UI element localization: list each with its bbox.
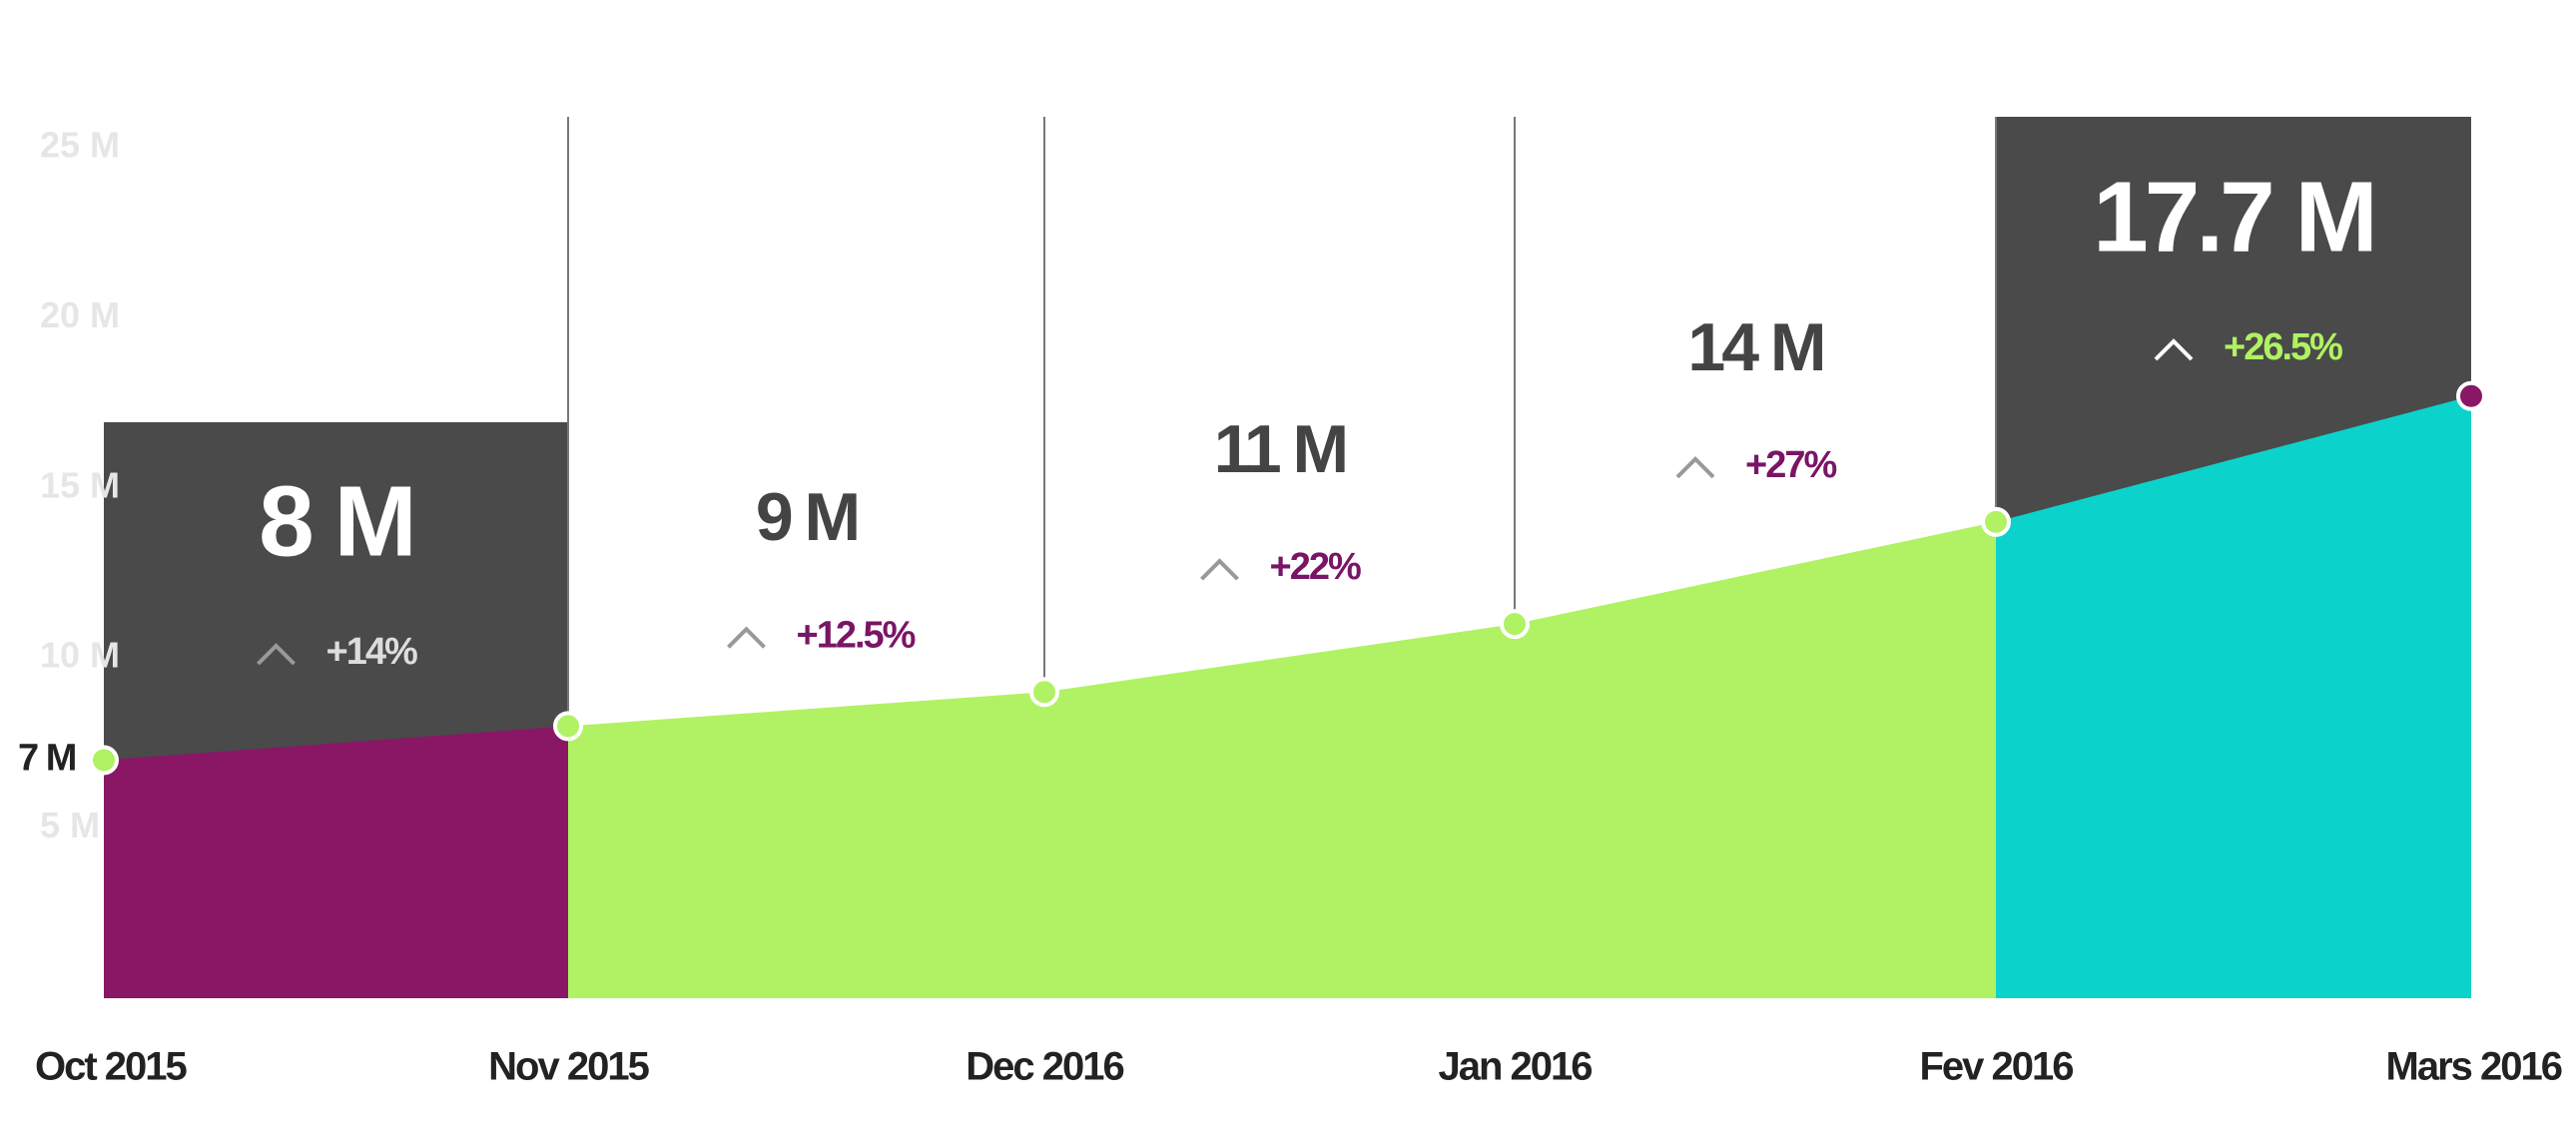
- area-segment: [568, 692, 1044, 998]
- area-segment: [1996, 395, 2471, 998]
- area-segment: [104, 726, 568, 998]
- change-label: +27%: [1745, 444, 1836, 486]
- data-point: [89, 745, 119, 776]
- data-point: [1500, 609, 1530, 640]
- x-tick-label: Dec 2016: [966, 1045, 1123, 1089]
- area-segment: [1044, 624, 1515, 998]
- x-tick-label: Mars 2016: [2386, 1045, 2562, 1089]
- chevron: [1675, 456, 1715, 479]
- change-label: +14%: [326, 631, 417, 673]
- y-tick-label: 15 M: [40, 464, 120, 505]
- y-tick-label: 25 M: [40, 125, 120, 166]
- y-tick-label: 20 M: [40, 294, 120, 335]
- data-point: [1029, 677, 1059, 708]
- data-point: [553, 711, 583, 742]
- y-tick-label: 10 M: [40, 635, 120, 676]
- value-label: 11 M: [1214, 411, 1346, 487]
- change-label: +22%: [1270, 546, 1361, 588]
- value-label: 8 M: [259, 465, 413, 577]
- area-segment: [1515, 521, 1996, 998]
- chevron: [2154, 338, 2194, 361]
- data-point: [1981, 506, 2011, 537]
- value-label: 17.7 M: [2093, 161, 2374, 273]
- value-label: 14 M: [1687, 309, 1823, 385]
- chevron: [1200, 558, 1239, 581]
- change-label: +12.5%: [797, 614, 916, 656]
- change-label: +26.5%: [2224, 326, 2342, 368]
- x-tick-label: Fev 2016: [1919, 1045, 2073, 1089]
- chevron: [727, 626, 766, 649]
- value-label: 7 M: [18, 737, 76, 779]
- x-tick-label: Nov 2015: [488, 1045, 649, 1089]
- y-tick-label: 5 M: [40, 805, 100, 845]
- chevron: [257, 643, 296, 666]
- x-tick-label: Oct 2015: [35, 1045, 188, 1089]
- x-tick-label: Jan 2016: [1438, 1045, 1592, 1089]
- data-point: [2456, 380, 2486, 411]
- value-label: 9 M: [756, 479, 858, 555]
